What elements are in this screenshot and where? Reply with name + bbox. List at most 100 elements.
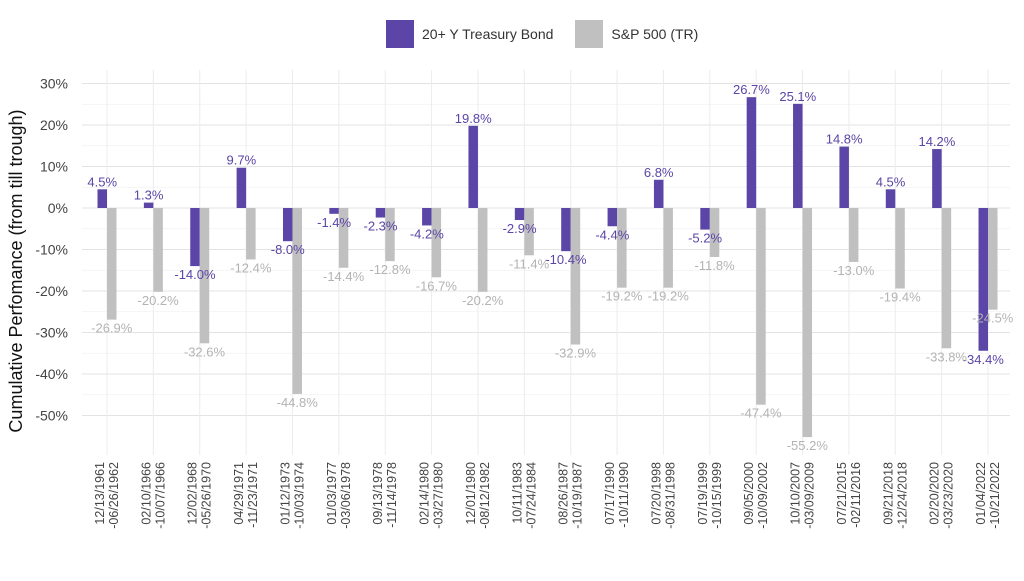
sp500-bar: [941, 208, 952, 349]
legend-label-sp500: S&P 500 (TR): [611, 26, 699, 42]
y-tick-label: -10%: [35, 242, 68, 258]
y-tick-label: 30%: [40, 76, 68, 92]
sp500-data-label: -19.4%: [879, 290, 921, 305]
sp500-bar: [617, 208, 627, 288]
x-tick-label-end: -05/26/1970: [200, 462, 214, 529]
treasury-bar: [700, 208, 710, 230]
treasury-data-label: -10.4%: [545, 252, 587, 267]
x-tick-label-start: 02/20/2020: [928, 462, 942, 525]
x-tick-label-start: 01/04/2022: [974, 462, 988, 525]
treasury-data-label: -4.4%: [595, 227, 629, 242]
treasury-data-label: -34.4%: [963, 352, 1005, 367]
x-tick-label: 09/13/1978 -11/14/1978: [371, 462, 399, 528]
sp500-data-label: -44.8%: [277, 395, 319, 410]
x-tick-label: 08/26/1987 -10/19/1987: [557, 462, 585, 529]
sp500-data-label: -13.0%: [833, 263, 875, 278]
treasury-bar: [236, 167, 247, 208]
sp500-bar: [848, 208, 859, 262]
x-tick-label-end: -10/09/2002: [756, 462, 770, 529]
treasury-bar: [561, 208, 571, 252]
y-tick-label: -50%: [35, 408, 68, 424]
sp500-data-label: -47.4%: [740, 406, 782, 421]
sp500-data-label: -12.4%: [230, 260, 272, 275]
y-tick-label: 0%: [48, 200, 68, 216]
x-tick-label: 12/13/1961 -06/26/1962: [93, 462, 121, 529]
legend-label-treasury: 20+ Y Treasury Bond: [422, 26, 554, 42]
treasury-data-label: 14.8%: [826, 132, 863, 147]
sp500-data-label: -16.7%: [416, 278, 458, 293]
x-tick-label-end: -10/21/2022: [988, 462, 1002, 529]
sp500-data-label: -32.6%: [184, 344, 226, 359]
sp500-bar: [199, 208, 210, 344]
sp500-data-label: -33.8%: [926, 349, 968, 364]
treasury-data-label: 19.8%: [455, 111, 492, 126]
treasury-bar: [653, 179, 664, 208]
sp500-bar: [292, 208, 302, 394]
legend-swatch-treasury: [386, 20, 414, 48]
x-tick-label-end: -02/11/2016: [849, 462, 863, 528]
treasury-bar: [839, 146, 849, 208]
x-tick-label: 07/19/1999 -10/15/1999: [696, 462, 724, 529]
x-tick-label-start: 12/13/1961: [93, 462, 107, 525]
legend-swatch-sp500: [575, 20, 604, 48]
x-tick-label-start: 01/12/1973: [278, 462, 292, 525]
y-tick-label: 20%: [40, 117, 68, 133]
treasury-bar: [143, 202, 154, 208]
x-tick-label: 02/10/1966 -10/07/1966: [139, 462, 167, 529]
x-tick-label-end: -08/12/1982: [478, 462, 492, 529]
x-tick-label-end: -10/15/1999: [710, 462, 724, 529]
x-tick-label: 09/21/2018 -12/24/2018: [881, 462, 909, 529]
x-tick-label: 07/17/1990 -10/11/1990: [603, 462, 631, 528]
x-tick-label: 07/20/1998 -08/31/1998: [649, 462, 677, 529]
sp500-bar: [385, 208, 395, 262]
sp500-bar: [895, 208, 905, 289]
sp500-data-label: -26.9%: [91, 321, 133, 336]
x-tick-label: 02/14/1980 -03/27/1980: [418, 462, 446, 529]
y-tick-label: -20%: [35, 283, 68, 299]
treasury-bar: [468, 125, 478, 208]
sp500-data-label: -11.4%: [509, 256, 550, 271]
x-tick-label-start: 10/10/2007: [789, 462, 803, 525]
x-tick-label-start: 10/11/1983: [510, 462, 524, 524]
treasury-data-label: -4.2%: [410, 226, 444, 241]
x-tick-label-start: 07/20/1998: [649, 462, 663, 525]
x-tick-label-start: 07/19/1999: [696, 462, 710, 525]
x-tick-label-end: -10/19/1987: [571, 462, 585, 529]
x-tick-label-end: -07/24/1984: [524, 462, 538, 529]
sp500-bar: [709, 208, 720, 257]
treasury-bar: [422, 208, 432, 226]
sp500-bar: [477, 208, 488, 292]
x-tick-label-end: -10/11/1990: [617, 462, 631, 528]
y-axis: 30% 20% 10% 0% -10% -20% -30% -40% -50%: [35, 76, 68, 424]
treasury-data-label: 9.7%: [227, 153, 257, 168]
treasury-bar: [190, 208, 200, 267]
sp500-bar: [524, 208, 534, 256]
treasury-bar: [514, 208, 525, 221]
x-tick-label-end: -08/31/1998: [663, 462, 677, 529]
treasury-data-label: 6.8%: [644, 165, 674, 180]
x-tick-label: 07/21/2015 -02/11/2016: [835, 462, 863, 528]
x-tick-label-end: -03/06/1978: [339, 462, 353, 529]
treasury-bar: [746, 97, 757, 208]
x-tick-label-end: -03/09/2009: [803, 462, 817, 529]
x-tick-label-start: 07/21/2015: [835, 462, 849, 525]
sp500-bar: [431, 208, 442, 278]
x-tick-label-end: -11/14/1978: [385, 462, 399, 528]
sp500-bar: [338, 208, 349, 268]
sp500-data-label: -20.2%: [138, 293, 180, 308]
x-tick-label: 02/20/2020 -03/23/2020: [928, 462, 956, 529]
sp500-data-label: -12.8%: [369, 262, 411, 277]
x-tick-label-start: 01/03/1977: [325, 462, 339, 525]
x-tick-label-end: -11/23/1971: [246, 462, 260, 528]
sp500-bar: [663, 208, 673, 288]
x-axis: 12/13/1961 -06/26/1962 02/10/1966 -10/07/19…: [93, 462, 1002, 529]
treasury-data-label: -5.2%: [688, 231, 722, 246]
treasury-data-label: -14.0%: [174, 267, 216, 282]
treasury-bar: [607, 208, 618, 227]
treasury-data-label: 4.5%: [876, 174, 906, 189]
treasury-data-label: -2.9%: [503, 221, 537, 236]
treasury-bar: [329, 208, 339, 214]
x-tick-label-start: 12/02/1968: [186, 462, 200, 525]
data-labels: 4.5% 1.3% -14.0% 9.7% -8.0% -1.4% -2.3% -4.2% 19…: [87, 82, 1013, 453]
